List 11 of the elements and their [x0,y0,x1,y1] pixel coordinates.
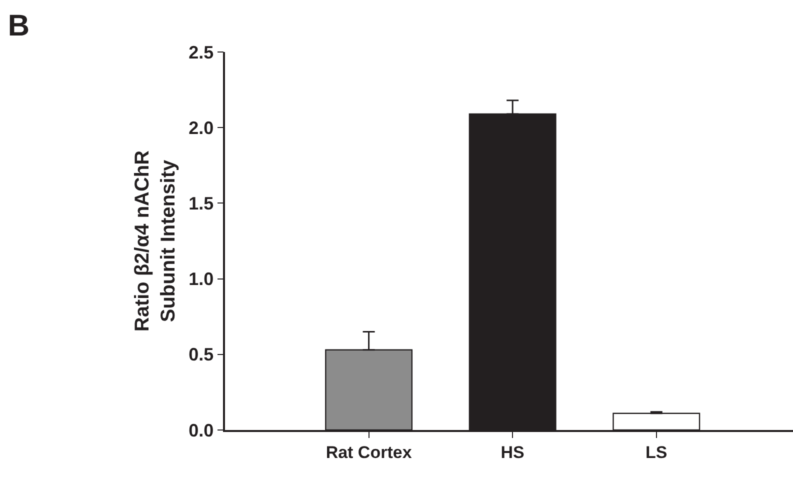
y-tick-label: 1.0 [188,269,214,290]
y-tick-label: 2.0 [188,118,214,138]
x-tick-label: LS [646,443,668,462]
chart-title: B [8,9,30,42]
y-tick-label: 0.0 [188,420,214,440]
x-tick-label: HS [500,443,524,462]
x-tick-label: Rat Cortex [326,443,412,462]
y-tick-label: 2.5 [188,42,214,62]
y-tick-label: 0.5 [188,344,214,365]
y-axis-title: Ratio β2/α4 nAChR Subunit Intensity [132,150,180,332]
y-tick-label: 1.5 [188,194,214,214]
